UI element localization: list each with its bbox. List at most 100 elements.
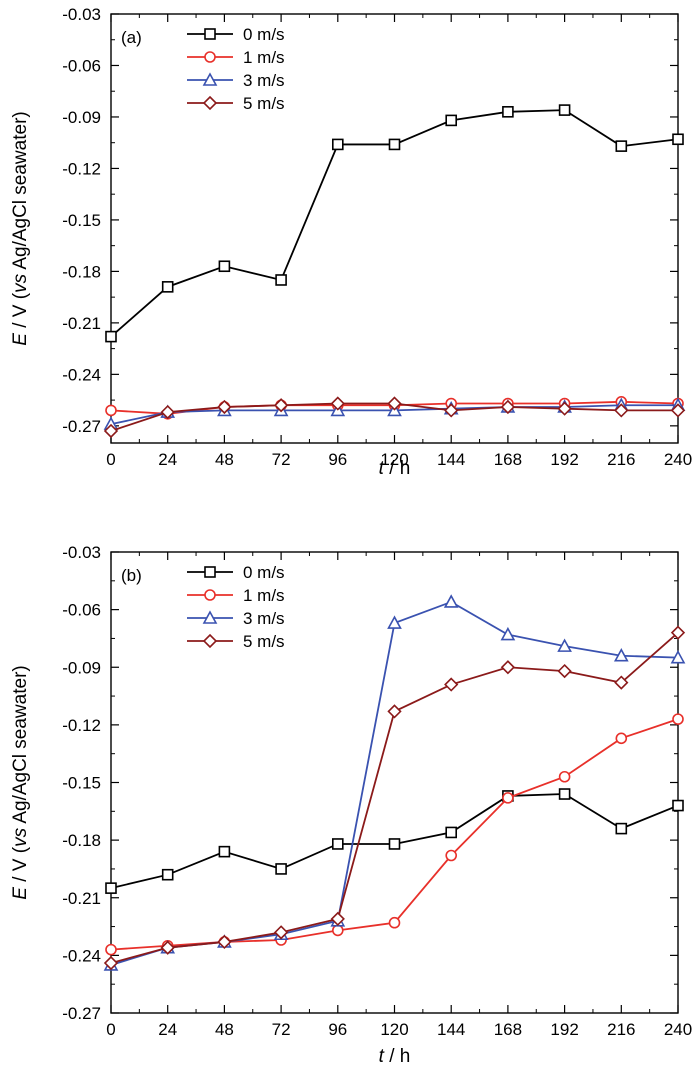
legend-label-a-1: 1 m/s bbox=[243, 48, 285, 67]
data-point-a-0 bbox=[275, 274, 287, 286]
x-tick-label-a: 120 bbox=[380, 450, 408, 469]
data-point-b-0 bbox=[218, 845, 231, 858]
y-tick-label-a: -0.21 bbox=[62, 314, 101, 333]
legend-marker-a-2 bbox=[202, 72, 218, 86]
data-point-a-3 bbox=[670, 403, 686, 418]
data-point-b-3 bbox=[217, 934, 232, 950]
y-tick-label-a: -0.27 bbox=[62, 417, 101, 436]
x-tick-label-b: 120 bbox=[380, 1020, 408, 1039]
y-tick-label-b: -0.15 bbox=[62, 774, 101, 793]
legend-label-b-3: 5 m/s bbox=[243, 632, 285, 651]
x-tick-label-a: 216 bbox=[607, 450, 635, 469]
legend-marker-b-1 bbox=[204, 589, 216, 601]
data-point-a-0 bbox=[615, 140, 628, 152]
y-tick-label-b: -0.24 bbox=[62, 946, 101, 965]
y-tick-label-a: -0.24 bbox=[62, 365, 101, 384]
series-line-b-1 bbox=[110, 718, 679, 951]
data-point-b-0 bbox=[161, 868, 174, 881]
data-point-b-0 bbox=[672, 799, 684, 812]
x-tick-label-b: 0 bbox=[106, 1020, 115, 1039]
data-point-b-0 bbox=[445, 826, 458, 839]
y-tick-label-a: -0.06 bbox=[62, 56, 101, 75]
y-axis-label-a: E / V (vs Ag/AgCl seawater) bbox=[10, 111, 31, 345]
data-point-a-0 bbox=[388, 138, 401, 151]
x-tick-label-a: 144 bbox=[437, 450, 465, 469]
data-point-b-3 bbox=[557, 663, 572, 679]
data-point-b-0 bbox=[388, 838, 401, 850]
series-line-b-3 bbox=[110, 631, 679, 964]
data-point-b-1 bbox=[105, 943, 117, 956]
data-point-a-3 bbox=[387, 396, 402, 411]
legend-label-b-0: 0 m/s bbox=[243, 563, 285, 582]
series-a-3 bbox=[103, 396, 686, 439]
data-point-b-2 bbox=[387, 615, 402, 629]
x-tick-label-a: 0 bbox=[106, 450, 115, 469]
data-point-b-2 bbox=[613, 648, 629, 662]
data-point-b-2 bbox=[443, 594, 459, 608]
legend-label-a-0: 0 m/s bbox=[243, 25, 285, 44]
y-tick-label-b: -0.06 bbox=[62, 601, 101, 620]
data-point-b-1 bbox=[388, 916, 401, 929]
data-point-b-3 bbox=[330, 911, 345, 927]
x-tick-label-b: 240 bbox=[664, 1020, 692, 1039]
y-tick-label-b: -0.18 bbox=[62, 831, 101, 850]
series-line-b-2 bbox=[110, 600, 679, 966]
panel-label-b: (b) bbox=[121, 566, 142, 585]
x-tick-label-a: 96 bbox=[328, 450, 347, 469]
legend-label-a-2: 3 m/s bbox=[243, 71, 285, 90]
x-axis-label-b: t / h bbox=[379, 1046, 411, 1067]
y-axis-label-b: E / V (vs Ag/AgCl seawater) bbox=[10, 665, 31, 899]
data-point-b-1 bbox=[558, 770, 571, 783]
x-tick-label-b: 168 bbox=[494, 1020, 522, 1039]
x-tick-label-b: 72 bbox=[272, 1020, 291, 1039]
x-tick-label-a: 240 bbox=[664, 450, 692, 469]
x-tick-label-b: 24 bbox=[158, 1020, 177, 1039]
data-point-b-0 bbox=[615, 822, 628, 835]
x-tick-label-a: 192 bbox=[550, 450, 578, 469]
legend-marker-b-0 bbox=[204, 566, 216, 578]
chart-panel-b: -0.03 -0.06 -0.09 -0.12 -0.15 -0.18 -0.21 -0.24… bbox=[10, 543, 693, 1067]
data-point-b-1 bbox=[502, 792, 514, 804]
x-tick-label-b: 48 bbox=[215, 1020, 234, 1039]
y-tick-label-b: -0.21 bbox=[62, 889, 101, 908]
series-b-2 bbox=[103, 594, 686, 971]
legend-a: 0 m/s 1 m/s 3 m/s 5 m/s bbox=[187, 25, 285, 113]
data-point-b-3 bbox=[103, 955, 119, 971]
data-point-a-3 bbox=[160, 404, 175, 420]
data-point-b-3 bbox=[500, 660, 516, 675]
x-tick-label-a: 48 bbox=[215, 450, 234, 469]
data-point-a-3 bbox=[330, 396, 345, 411]
data-point-b-2 bbox=[557, 638, 572, 652]
legend-marker-b-2 bbox=[202, 610, 218, 624]
y-tick-label-b: -0.03 bbox=[62, 543, 101, 562]
x-tick-label-a: 72 bbox=[272, 450, 291, 469]
legend-marker-a-3 bbox=[202, 95, 218, 111]
plot-frame-a bbox=[110, 13, 679, 444]
data-point-a-3 bbox=[273, 398, 289, 413]
chart-panel-a: -0.03 -0.06 -0.09 -0.12 -0.15 -0.18 -0.21 -0.24… bbox=[10, 5, 693, 479]
series-b-3 bbox=[103, 625, 686, 971]
data-point-a-3 bbox=[557, 401, 572, 416]
data-point-b-0 bbox=[558, 788, 571, 800]
data-point-b-3 bbox=[670, 625, 686, 640]
data-point-b-3 bbox=[160, 940, 175, 955]
legend-label-b-2: 3 m/s bbox=[243, 609, 285, 628]
panel-label-a: (a) bbox=[121, 28, 142, 47]
x-axis-label-a: t / h bbox=[379, 458, 411, 479]
legend-label-b-1: 1 m/s bbox=[243, 586, 285, 605]
x-tick-label-a: 24 bbox=[158, 450, 177, 469]
data-point-b-3 bbox=[614, 675, 629, 690]
data-point-a-0 bbox=[218, 260, 231, 273]
legend-b: 0 m/s 1 m/s 3 m/s 5 m/s bbox=[187, 563, 285, 651]
legend-marker-b-3 bbox=[202, 633, 218, 649]
data-point-b-2 bbox=[670, 649, 686, 664]
y-tick-label-b: -0.27 bbox=[62, 1004, 101, 1023]
data-point-a-0 bbox=[502, 106, 514, 118]
data-point-a-0 bbox=[161, 281, 174, 293]
data-point-b-3 bbox=[273, 925, 289, 940]
legend-marker-a-0 bbox=[204, 28, 216, 40]
data-point-b-0 bbox=[275, 863, 287, 875]
data-point-b-1 bbox=[615, 732, 628, 745]
data-point-b-3 bbox=[387, 704, 402, 719]
data-point-b-0 bbox=[105, 882, 117, 894]
